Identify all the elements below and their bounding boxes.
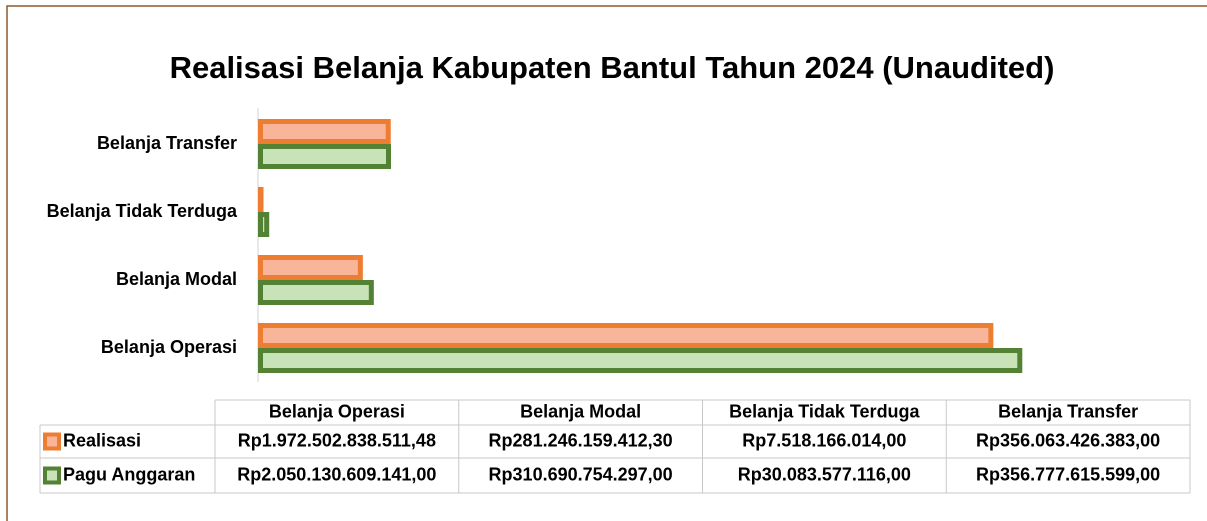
table-value: Rp30.083.577.116,00 (738, 464, 911, 484)
legend-label: Pagu Anggaran (63, 464, 195, 484)
bar (258, 187, 264, 212)
chart-title: Realisasi Belanja Kabupaten Bantul Tahun… (170, 50, 1055, 85)
bar (258, 280, 374, 305)
bar (258, 119, 391, 144)
table-header: Belanja Transfer (998, 401, 1138, 421)
table-header: Belanja Modal (520, 401, 641, 421)
bar (258, 348, 1023, 373)
legend-label: Realisasi (63, 430, 141, 450)
category-label: Belanja Modal (116, 269, 237, 289)
table-value: Rp281.246.159.412,30 (489, 430, 673, 450)
table-header: Belanja Tidak Terduga (729, 401, 920, 421)
table-value: Rp2.050.130.609.141,00 (237, 464, 436, 484)
legend-key (43, 432, 61, 451)
frame (6, 5, 1207, 521)
category-label: Belanja Transfer (97, 133, 237, 153)
table-value: Rp310.690.754.297,00 (489, 464, 673, 484)
bar (258, 212, 270, 237)
table-value: Rp7.518.166.014,00 (742, 430, 906, 450)
bar (258, 144, 392, 169)
table-header: Belanja Operasi (269, 401, 405, 421)
bar (258, 255, 363, 280)
category-label: Belanja Operasi (101, 337, 237, 357)
category-label: Belanja Tidak Terduga (47, 201, 238, 221)
table-value: Rp1.972.502.838.511,48 (238, 430, 436, 450)
table-value: Rp356.063.426.383,00 (976, 430, 1160, 450)
bar (258, 323, 994, 348)
table-value: Rp356.777.615.599,00 (976, 464, 1160, 484)
legend-key (43, 466, 61, 485)
